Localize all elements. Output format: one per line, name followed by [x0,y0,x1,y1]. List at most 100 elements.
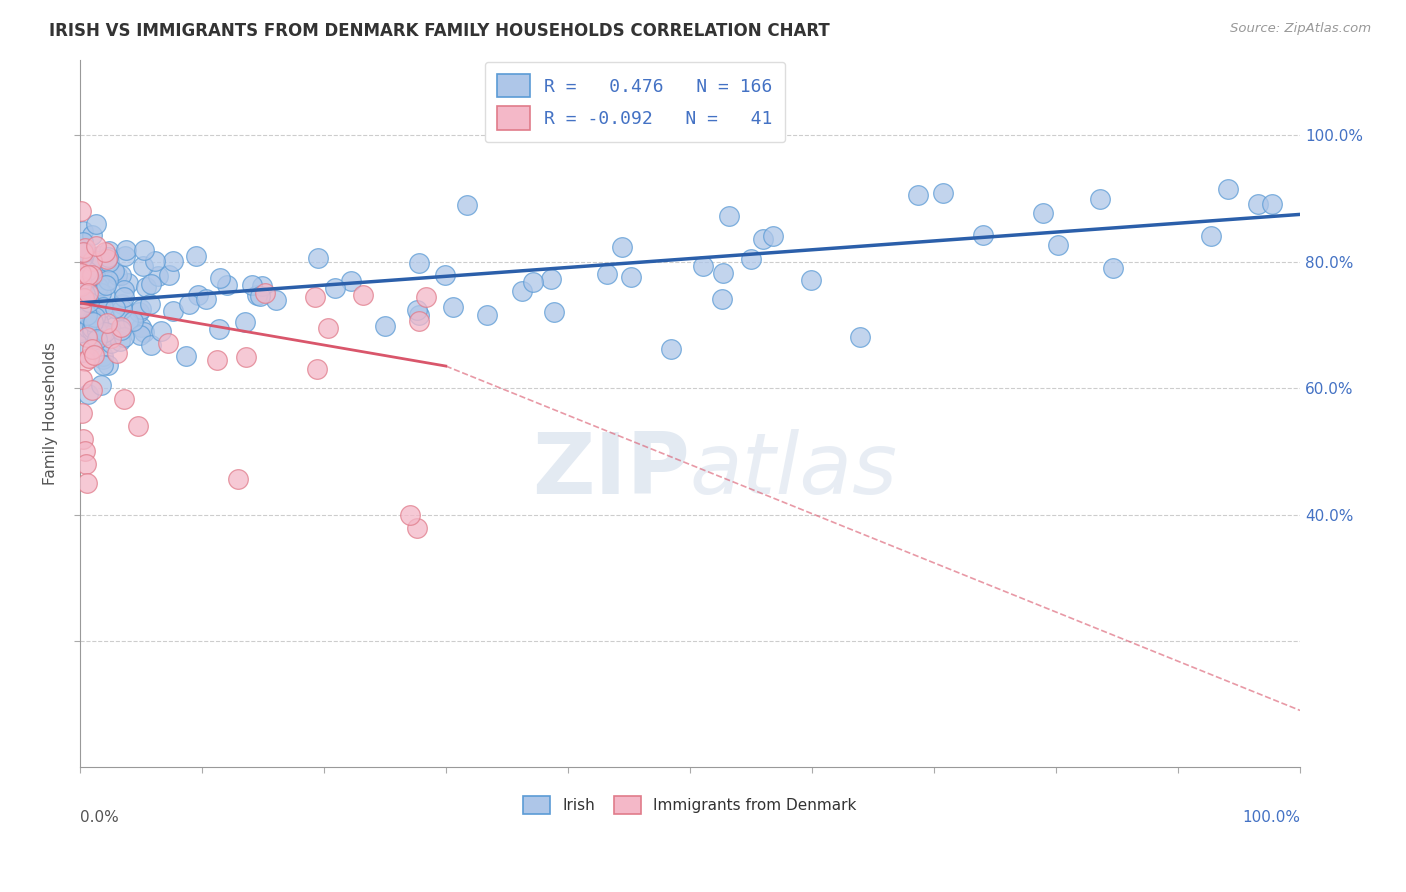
Point [659,342,682,356]
Point [110,319,132,334]
Point [84,310,107,325]
Point [176,349,198,363]
Point [80,384,103,398]
Point [76,276,98,290]
Point [692,259,714,273]
Point [98,320,121,334]
Point [83,252,105,267]
Point [80,308,103,322]
Point [70,265,93,279]
Point [1047,238,1070,252]
Point [70,296,93,310]
Point [70,253,93,268]
Point [112,290,135,304]
Text: atlas: atlas [690,428,898,511]
Point [104,301,127,316]
Point [115,243,138,257]
Point [70,301,93,316]
Point [87,317,110,331]
Point [1261,197,1284,211]
Point [226,472,249,486]
Point [146,269,169,284]
Point [87,279,110,293]
Point [132,243,155,257]
Point [110,323,132,337]
Point [72,245,94,260]
Point [72,306,94,320]
Point [253,285,276,300]
Legend: Irish, Immigrants from Denmark: Irish, Immigrants from Denmark [517,790,863,820]
Point [475,309,498,323]
Point [70,266,93,280]
Point [138,297,160,311]
Point [76,475,98,490]
Point [100,335,122,350]
Point [94,277,117,291]
Point [762,229,785,244]
Point [128,328,150,343]
Point [73,241,96,255]
Point [157,336,180,351]
Point [80,308,103,322]
Point [177,297,200,311]
Point [1088,192,1111,206]
Point [97,250,120,264]
Point [740,252,762,267]
Point [76,308,98,322]
Point [408,309,430,323]
Point [89,272,111,286]
Point [83,347,105,361]
Point [1199,229,1222,244]
Point [75,287,97,301]
Point [405,302,427,317]
Point [91,326,114,341]
Point [89,298,111,312]
Text: ZIP: ZIP [531,428,690,511]
Point [96,316,118,330]
Point [90,285,112,300]
Point [208,322,231,336]
Point [1032,206,1054,220]
Point [72,244,94,259]
Point [374,318,396,333]
Point [93,302,115,317]
Point [352,288,374,302]
Point [718,209,741,223]
Point [264,293,287,308]
Point [240,277,263,292]
Point [70,251,93,265]
Point [70,273,93,287]
Point [86,324,108,338]
Point [82,312,104,326]
Point [70,325,93,339]
Point [132,325,155,339]
Point [82,268,104,283]
Point [97,358,120,372]
Point [97,272,120,286]
Point [70,319,93,334]
Point [121,314,143,328]
Point [325,281,347,295]
Point [217,277,239,292]
Point [79,252,101,267]
Point [96,252,118,266]
Point [91,352,114,367]
Point [595,267,617,281]
Point [86,332,108,346]
Point [235,350,257,364]
Point [711,266,734,280]
Point [80,253,103,268]
Point [84,239,107,253]
Point [610,240,633,254]
Point [111,296,134,310]
Point [82,268,104,283]
Point [76,387,98,401]
Point [77,320,100,334]
Point [77,351,100,366]
Point [252,279,274,293]
Point [149,324,172,338]
Point [94,244,117,259]
Point [235,315,257,329]
Point [72,250,94,264]
Point [84,330,107,344]
